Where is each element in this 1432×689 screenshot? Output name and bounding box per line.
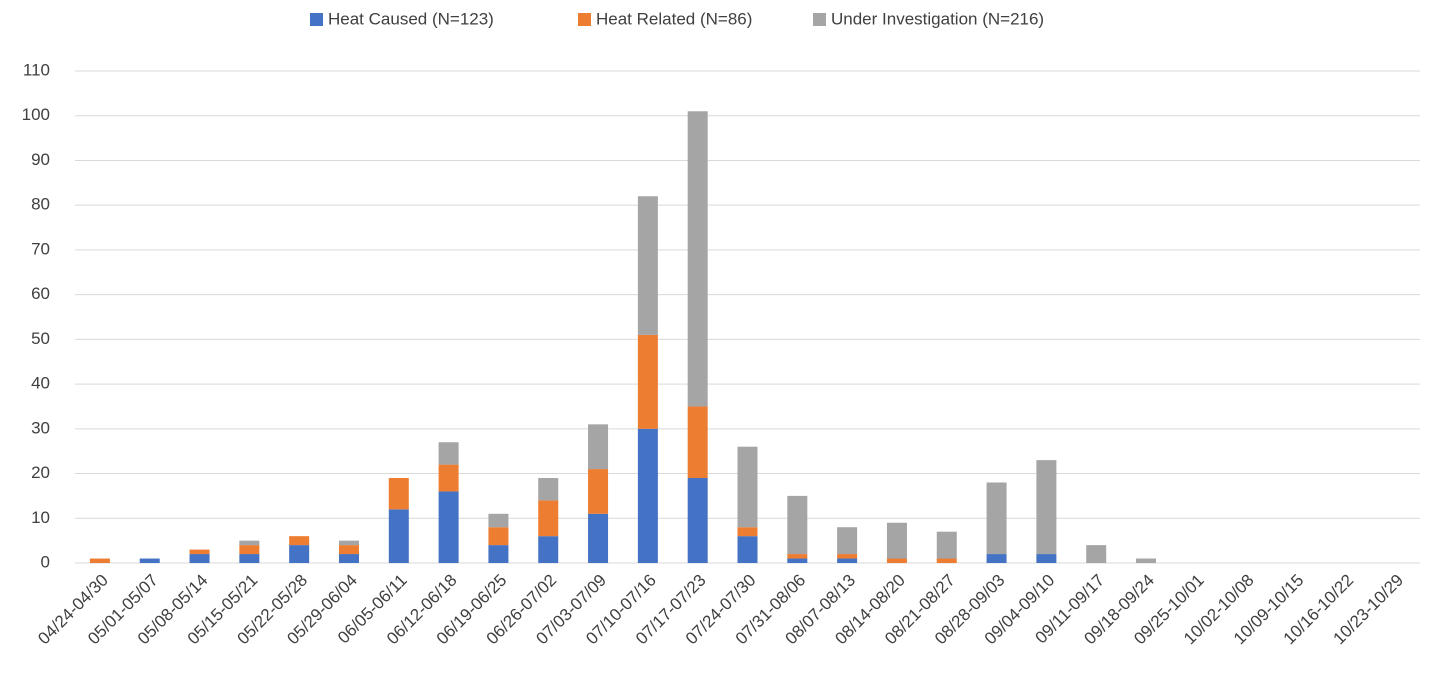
y-tick-label: 80 (31, 195, 50, 214)
bar-segment (886, 522, 907, 559)
bar-segment (239, 545, 260, 555)
bar-segment (1086, 545, 1107, 563)
bar-segment (588, 513, 609, 563)
bar-segment (438, 491, 459, 563)
bar-segment (538, 478, 559, 501)
legend-swatch (813, 13, 826, 26)
bar-segment (936, 558, 957, 563)
bar-segment (687, 478, 708, 563)
bar-segment (289, 536, 310, 546)
legend-swatch (310, 13, 323, 26)
y-tick-label: 70 (31, 239, 50, 258)
bar-segment (787, 495, 808, 555)
bar-segment (687, 406, 708, 479)
bar-segment (637, 196, 658, 335)
bar-segment (189, 554, 210, 563)
legend-label: Heat Related (N=86) (596, 9, 752, 28)
bar-segment (139, 558, 160, 563)
y-tick-label: 10 (31, 508, 50, 527)
bar-segment (538, 536, 559, 563)
bar-segment (637, 334, 658, 429)
y-tick-label: 60 (31, 284, 50, 303)
bar-segment (787, 554, 808, 559)
legend-swatch (578, 13, 591, 26)
bar-segment (1036, 460, 1057, 555)
bar-segment (837, 527, 858, 555)
bar-segment (488, 545, 509, 563)
bar-segment (488, 513, 509, 528)
bar-segment (588, 424, 609, 470)
bar-segment (538, 500, 559, 537)
bar-segment (986, 554, 1007, 563)
legend-label: Under Investigation (N=216) (831, 9, 1044, 28)
bar-segment (1036, 554, 1057, 563)
bar-segment (289, 545, 310, 563)
bar-segment (737, 536, 758, 563)
bar-segment (936, 531, 957, 559)
bar-segment (837, 554, 858, 559)
bar-segment (588, 469, 609, 514)
bar-segment (438, 442, 459, 465)
bar-segment (687, 111, 708, 407)
y-tick-label: 50 (31, 329, 50, 348)
legend-label: Heat Caused (N=123) (328, 9, 494, 28)
bar-segment (986, 482, 1007, 555)
bar-segment (737, 446, 758, 528)
bar-segment (488, 527, 509, 546)
bar-segment (239, 554, 260, 563)
bar-segment (737, 527, 758, 537)
bar-segment (239, 540, 260, 546)
y-tick-label: 90 (31, 150, 50, 169)
bar-segment (1136, 558, 1157, 563)
y-tick-label: 40 (31, 374, 50, 393)
bar-segment (787, 558, 808, 563)
y-tick-label: 30 (31, 418, 50, 437)
y-tick-label: 0 (41, 552, 50, 571)
bar-segment (338, 540, 359, 546)
y-tick-label: 110 (23, 60, 50, 79)
bar-segment (338, 554, 359, 563)
bar-segment (189, 549, 210, 555)
bar-segment (338, 545, 359, 555)
bar-segment (388, 509, 409, 563)
bar-segment (388, 478, 409, 510)
bar-segment (89, 558, 110, 563)
bar-segment (886, 558, 907, 563)
bar-segment (438, 464, 459, 492)
y-tick-label: 100 (22, 105, 50, 124)
bar-segment (637, 428, 658, 563)
bar-segment (837, 558, 858, 563)
y-tick-label: 20 (31, 463, 50, 482)
